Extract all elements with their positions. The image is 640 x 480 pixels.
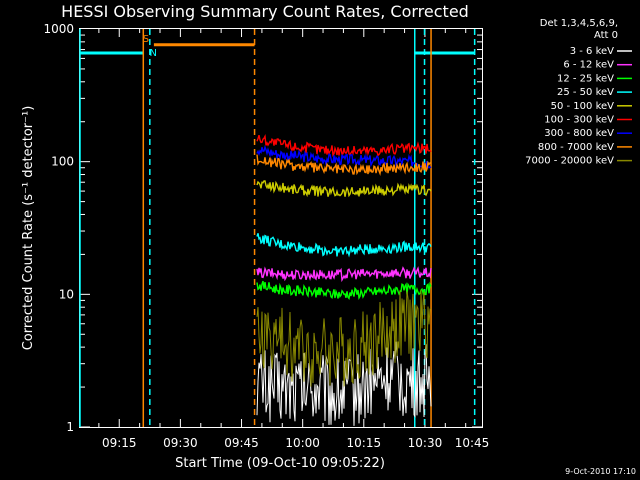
x-axis-label: Start Time (09-Oct-10 09:05:22) bbox=[175, 456, 385, 471]
x-tick-label: 10:00 bbox=[285, 436, 320, 450]
y-tick-label: 1 bbox=[66, 420, 74, 434]
series-line bbox=[256, 144, 432, 170]
timestamp: 9-Oct-2010 17:10 bbox=[565, 467, 636, 476]
y-tick-label: 1000 bbox=[43, 22, 74, 36]
x-tick-label: 10:15 bbox=[347, 436, 382, 450]
plot-frame bbox=[79, 28, 483, 428]
legend-item-label: 3 - 6 keV bbox=[570, 46, 614, 57]
chart-title: HESSI Observing Summary Count Rates, Cor… bbox=[61, 2, 469, 21]
legend-item-label: 100 - 300 keV bbox=[544, 115, 614, 126]
series-layer bbox=[256, 134, 432, 426]
series-line bbox=[256, 233, 432, 258]
annotation-markers: SN bbox=[79, 29, 476, 427]
tick-labels: 09:15 09:30 09:45 10:00 10:15 10:30 10:45 1 10 10… bbox=[43, 22, 489, 450]
x-tick-label: 09:30 bbox=[163, 436, 198, 450]
x-tick-label: 10:30 bbox=[408, 436, 443, 450]
series-line bbox=[256, 280, 432, 301]
y-tick-label: 100 bbox=[51, 155, 74, 169]
legend-item-label: 12 - 25 keV bbox=[557, 73, 614, 84]
x-tick-label: 09:45 bbox=[224, 436, 259, 450]
x-tick-label: 10:45 bbox=[455, 436, 490, 450]
legend-title-line: Att 0 bbox=[594, 30, 618, 41]
axis-ticks bbox=[80, 29, 482, 428]
legend: Det 1,3,4,5,6,9,Att 0 3 - 6 keV 6 - 12 keV… bbox=[525, 18, 632, 167]
legend-item-label: 25 - 50 keV bbox=[557, 87, 614, 98]
y-axis-label: Corrected Count Rate (s⁻¹ detector⁻¹) bbox=[21, 106, 36, 351]
legend-item-label: 800 - 7000 keV bbox=[538, 142, 614, 153]
legend-item-label: 7000 - 20000 keV bbox=[525, 156, 614, 167]
series-line bbox=[256, 154, 432, 177]
series-line bbox=[256, 266, 432, 283]
y-tick-label: 10 bbox=[59, 287, 74, 301]
series-line bbox=[256, 134, 432, 158]
series-line bbox=[256, 289, 432, 387]
series-line bbox=[256, 180, 432, 198]
legend-item-label: 50 - 100 keV bbox=[551, 101, 615, 112]
x-tick-label: 09:15 bbox=[102, 436, 137, 450]
legend-item-label: 300 - 800 keV bbox=[544, 128, 614, 139]
series-line bbox=[256, 341, 432, 426]
level-label: S bbox=[143, 34, 149, 45]
level-label: N bbox=[150, 48, 157, 59]
legend-item-label: 6 - 12 keV bbox=[563, 60, 614, 71]
legend-title-line: Det 1,3,4,5,6,9, bbox=[540, 18, 618, 29]
